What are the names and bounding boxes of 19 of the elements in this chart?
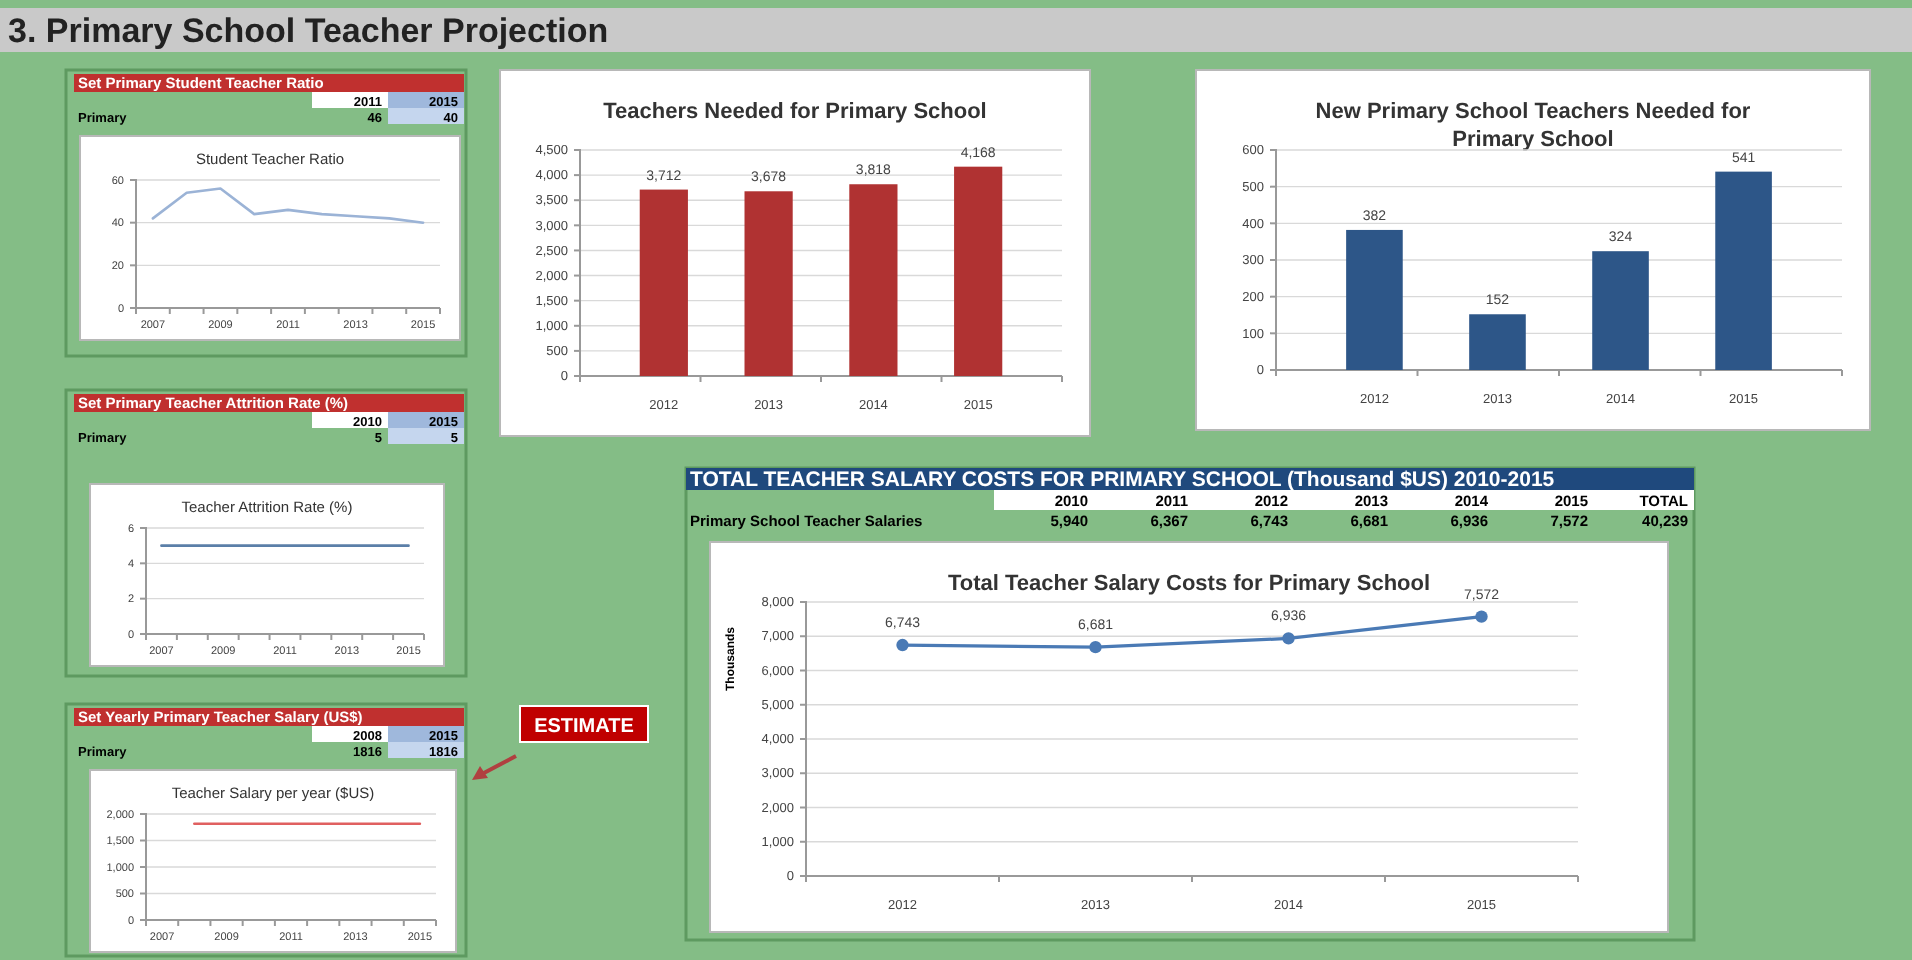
chart-title: Teachers Needed for Primary School xyxy=(603,100,987,124)
bar xyxy=(639,189,688,376)
bar xyxy=(1469,314,1526,370)
text: TOTAL TEACHER SALARY COSTS FOR PRIMARY SCHOOL (Thousand $US) 2010-2015 xyxy=(690,468,1555,492)
bar xyxy=(1346,229,1403,370)
chart-title: New Primary School Teachers Needed for Primary School xyxy=(1315,100,1752,152)
text: ESTIMATE xyxy=(534,716,635,738)
bar xyxy=(954,166,1003,376)
chart-title: Total Teacher Salary Costs for Primary School xyxy=(947,572,1431,596)
line-series xyxy=(151,187,425,224)
bar xyxy=(1592,251,1649,370)
bar xyxy=(1715,171,1772,370)
point xyxy=(1282,632,1295,645)
bar xyxy=(849,184,898,376)
point xyxy=(1475,610,1488,623)
text: 3. Primary School Teacher Projection xyxy=(8,12,609,50)
point xyxy=(896,638,909,652)
bar xyxy=(744,191,793,376)
point xyxy=(1089,641,1102,654)
